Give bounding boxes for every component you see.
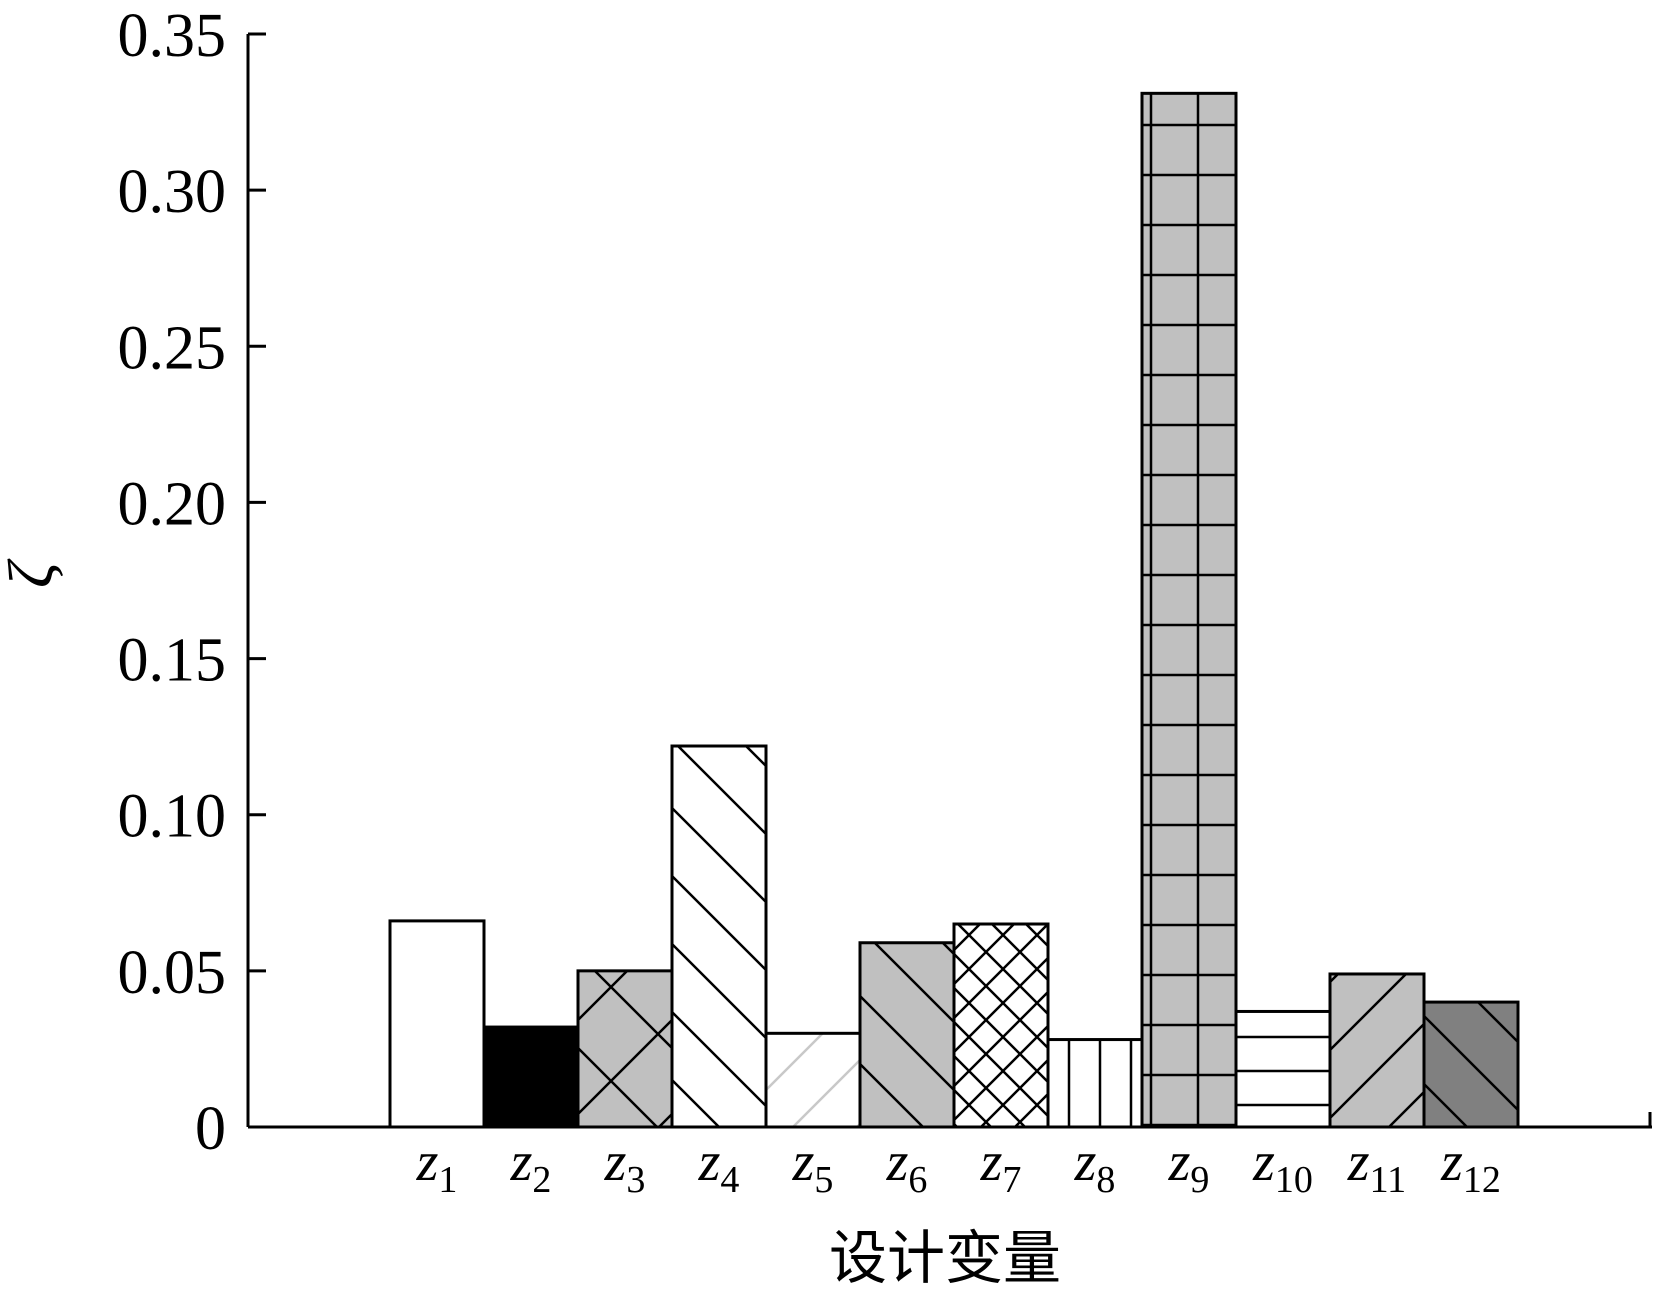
bar-fill-2 bbox=[484, 1027, 578, 1127]
x-tick-label-6: z6 bbox=[886, 1131, 928, 1201]
x-tick-label-base: z bbox=[980, 1131, 1003, 1193]
bar-12 bbox=[1422, 1000, 1520, 1129]
bar-11 bbox=[1328, 972, 1426, 1129]
bar-hatch-4 bbox=[672, 746, 766, 1127]
bar-4 bbox=[670, 744, 768, 1129]
bar-hatch-8 bbox=[1048, 1039, 1142, 1127]
bar-6 bbox=[858, 941, 956, 1129]
y-tick-label-7: 0.35 bbox=[118, 2, 227, 70]
x-tick-label-subscript: 5 bbox=[814, 1159, 833, 1201]
bar-hatch-9 bbox=[1142, 93, 1236, 1128]
x-tick-label-subscript: 4 bbox=[720, 1159, 739, 1201]
x-tick-label-3: z3 bbox=[604, 1131, 646, 1201]
x-tick-label-7: z7 bbox=[980, 1131, 1022, 1201]
x-tick-label-10: z10 bbox=[1252, 1131, 1313, 1201]
x-tick-label-base: z bbox=[1252, 1131, 1275, 1193]
bar-2 bbox=[482, 1025, 580, 1129]
bars-group bbox=[388, 91, 1520, 1129]
y-tick-label-1: 0.05 bbox=[118, 939, 227, 1007]
x-tick-label-base: z bbox=[510, 1131, 533, 1193]
bar-1 bbox=[388, 919, 486, 1129]
bar-hatch-6 bbox=[860, 942, 954, 1127]
bar-5 bbox=[764, 1031, 862, 1129]
x-tick-label-base: z bbox=[1074, 1131, 1097, 1193]
x-tick-label-subscript: 6 bbox=[908, 1159, 927, 1201]
bar-hatch-7 bbox=[954, 924, 1048, 1127]
bar-hatch-11 bbox=[1330, 973, 1424, 1127]
x-tick-label-subscript: 9 bbox=[1190, 1159, 1209, 1201]
x-tick-label-11: z11 bbox=[1347, 1131, 1406, 1201]
bar-3 bbox=[576, 969, 674, 1129]
bar-10 bbox=[1234, 1009, 1332, 1129]
x-tick-label-base: z bbox=[792, 1131, 815, 1193]
x-labels-group: z1 z2 z3 z4 z5 z6 z7 z8 z9 z10 z11 z12 bbox=[416, 1131, 1501, 1201]
x-tick-label-8: z8 bbox=[1074, 1131, 1116, 1201]
y-tick-label-2: 0.10 bbox=[118, 783, 227, 851]
x-tick-label-12: z12 bbox=[1440, 1131, 1501, 1201]
x-tick-label-subscript: 8 bbox=[1096, 1159, 1115, 1201]
y-axis-title: ζ bbox=[0, 558, 66, 588]
bar-hatch-10 bbox=[1236, 1011, 1330, 1127]
x-tick-label-base: z bbox=[886, 1131, 909, 1193]
bar-8 bbox=[1046, 1038, 1144, 1129]
x-tick-label-4: z4 bbox=[698, 1131, 740, 1201]
x-tick-label-subscript: 7 bbox=[1002, 1159, 1021, 1201]
bar-fill-1 bbox=[390, 920, 484, 1127]
x-tick-label-1: z1 bbox=[416, 1131, 458, 1201]
x-tick-label-subscript: 11 bbox=[1370, 1159, 1407, 1201]
y-tick-label-3: 0.15 bbox=[118, 627, 227, 695]
x-tick-label-subscript: 1 bbox=[438, 1159, 457, 1201]
x-tick-label-base: z bbox=[1168, 1131, 1191, 1193]
axes-group bbox=[246, 34, 1652, 1129]
x-tick-label-base: z bbox=[1347, 1131, 1370, 1193]
x-axis-title: 设计变量 bbox=[829, 1224, 1061, 1292]
x-tick-label-9: z9 bbox=[1168, 1131, 1210, 1201]
x-tick-label-subscript: 3 bbox=[626, 1159, 645, 1201]
x-tick-label-subscript: 10 bbox=[1275, 1159, 1313, 1201]
bar-hatch-5 bbox=[766, 1033, 860, 1127]
y-tick-label-0: 0 bbox=[195, 1095, 226, 1163]
y-tick-label-6: 0.30 bbox=[118, 158, 227, 226]
x-tick-label-base: z bbox=[1440, 1131, 1463, 1193]
x-tick-label-base: z bbox=[604, 1131, 627, 1193]
bar-hatch-12 bbox=[1424, 1002, 1518, 1127]
bar-7 bbox=[952, 922, 1050, 1129]
x-tick-label-base: z bbox=[416, 1131, 439, 1193]
x-tick-label-subscript: 12 bbox=[1463, 1159, 1501, 1201]
x-tick-label-subscript: 2 bbox=[532, 1159, 551, 1201]
y-tick-label-5: 0.25 bbox=[118, 314, 227, 382]
y-ticks-group: 0 0.05 0.10 0.15 0.20 0.25 0.30 0.35 bbox=[118, 2, 266, 1163]
x-tick-label-base: z bbox=[698, 1131, 721, 1193]
bar-hatch-3 bbox=[578, 970, 672, 1127]
y-tick-label-4: 0.20 bbox=[118, 470, 227, 538]
x-tick-label-5: z5 bbox=[792, 1131, 834, 1201]
x-tick-label-2: z2 bbox=[510, 1131, 552, 1201]
bar-9 bbox=[1140, 91, 1238, 1129]
